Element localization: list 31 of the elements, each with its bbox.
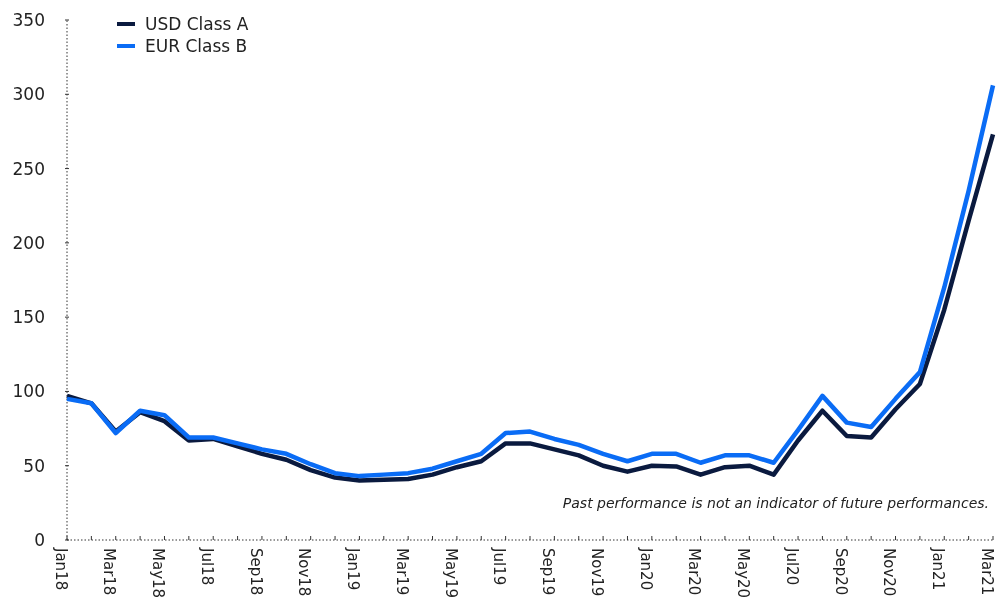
x-tick-label: Jul18: [197, 547, 216, 586]
x-tick-label: Nov20: [880, 548, 899, 597]
x-tick-label: Jan19: [344, 547, 363, 591]
annotation: Past performance is not an indicator of future performances.: [562, 495, 989, 511]
x-tick-label: Sep20: [831, 548, 850, 596]
x-tick-label: Mar21: [977, 548, 996, 596]
x-tick-label: Jul20: [782, 547, 801, 586]
x-tick-label: May19: [441, 548, 460, 599]
x-tick-label: Jul19: [490, 547, 509, 586]
x-tick-label: Sep19: [539, 548, 558, 596]
y-tick-label: 250: [12, 158, 45, 179]
y-tick-label: 350: [12, 9, 45, 30]
legend-label: EUR Class B: [145, 35, 248, 56]
y-tick-label: 50: [23, 455, 45, 476]
y-tick-label: 300: [12, 84, 45, 105]
x-tick-label: Mar20: [685, 548, 704, 596]
x-tick-label: Mar18: [100, 548, 119, 596]
x-tick-label: May20: [734, 548, 753, 599]
x-tick-label: May18: [149, 548, 168, 599]
x-tick-label: Nov18: [295, 548, 314, 597]
x-tick-label: Jan21: [929, 547, 948, 591]
legend-label: USD Class A: [145, 13, 249, 34]
y-tick-label: 0: [34, 529, 45, 550]
y-tick-label: 100: [12, 381, 45, 402]
x-tick-label: Mar19: [392, 548, 411, 596]
x-tick-label: Jan20: [636, 547, 655, 591]
y-tick-label: 200: [12, 232, 45, 253]
x-tick-label: Nov19: [587, 548, 606, 597]
x-tick-label: Sep18: [246, 548, 265, 596]
y-tick-label: 150: [12, 307, 45, 328]
x-tick-label: Jan18: [51, 547, 70, 591]
